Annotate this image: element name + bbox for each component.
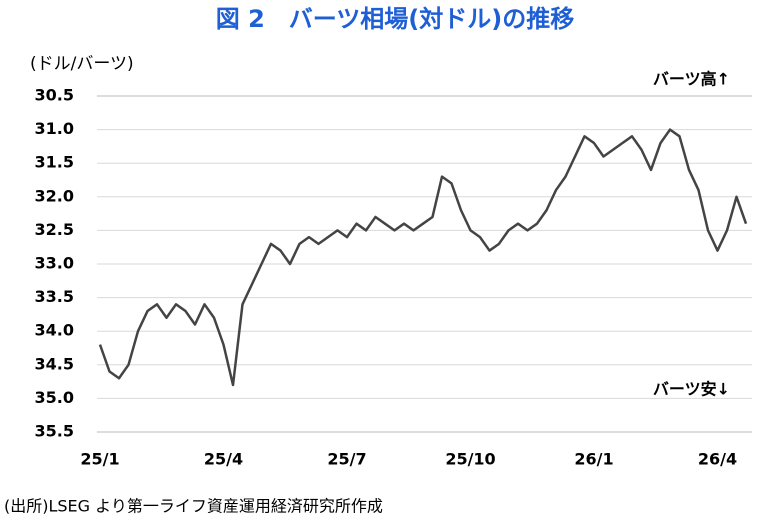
x-tick-label: 25/4 [204, 450, 243, 469]
y-tick-label: 30.5 [35, 86, 74, 105]
y-tick-label: 32.5 [35, 220, 74, 239]
x-tick-label: 26/4 [698, 450, 737, 469]
annotation: バーツ安↓ [653, 380, 730, 399]
y-tick-label: 31.5 [35, 153, 74, 172]
y-tick-label: 32.0 [35, 186, 74, 205]
source: (出所)LSEG より第一ライフ資産運用経済研究所作成 [4, 497, 383, 516]
y-axis-label: (ドル/バーツ) [30, 54, 134, 74]
chart-title: 図 2 バーツ相場(対ドル)の推移 [216, 5, 575, 33]
annotation: バーツ高↑ [653, 70, 730, 89]
y-tick-label: 34.5 [35, 354, 74, 373]
y-tick-label: 33.0 [35, 254, 74, 273]
y-tick-label: 35.5 [35, 422, 74, 441]
y-tick-label: 35.0 [35, 388, 74, 407]
line-series [98, 128, 748, 387]
x-tick-label: 26/1 [574, 450, 613, 469]
y-tick-label: 33.5 [35, 287, 74, 306]
x-tick-label: 25/7 [327, 450, 366, 469]
x-tick-label: 25/10 [445, 450, 495, 469]
x-tick-label: 25/1 [80, 450, 119, 469]
y-tick-label: 34.0 [35, 321, 74, 340]
y-tick-label: 31.0 [35, 119, 74, 138]
